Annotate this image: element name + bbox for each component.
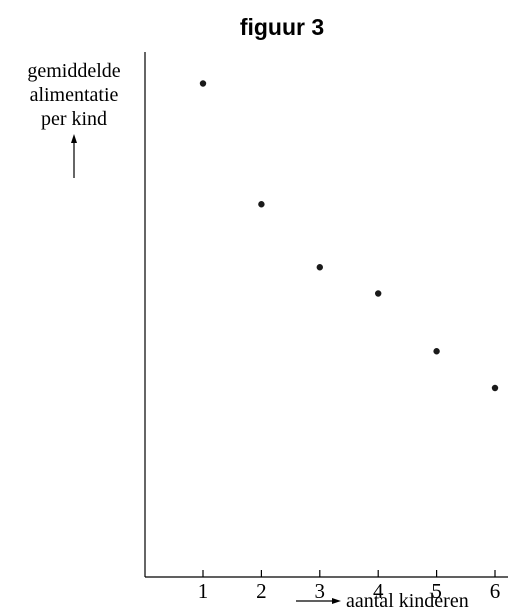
x-tick-label-3: 3: [315, 579, 326, 603]
x-tick-label-4: 4: [373, 579, 384, 603]
x-ticks: 1 2 3 4 5 6: [198, 570, 501, 603]
y-axis-label-line-1: gemiddelde: [27, 60, 120, 82]
data-point-4: [375, 290, 382, 297]
y-axis-label-line-3: per kind: [41, 108, 107, 130]
data-point-6: [491, 384, 499, 392]
data-points: [199, 80, 499, 392]
x-tick-label-1: 1: [198, 579, 209, 603]
x-tick-label-6: 6: [490, 579, 501, 603]
chart-title: figuur 3: [240, 14, 324, 40]
y-axis-label: gemiddelde alimentatie per kind: [27, 60, 120, 130]
y-axis-arrow: [71, 134, 77, 178]
data-point-5: [433, 348, 440, 355]
x-tick-label-5: 5: [431, 579, 442, 603]
data-point-3: [316, 264, 323, 271]
x-axis-label: aantal kinderen: [346, 590, 469, 612]
data-point-2: [258, 201, 265, 208]
x-tick-label-2: 2: [256, 579, 267, 603]
y-axis-label-line-2: alimentatie: [30, 84, 119, 106]
x-axis-arrow: [296, 598, 341, 604]
data-point-1: [199, 80, 207, 87]
